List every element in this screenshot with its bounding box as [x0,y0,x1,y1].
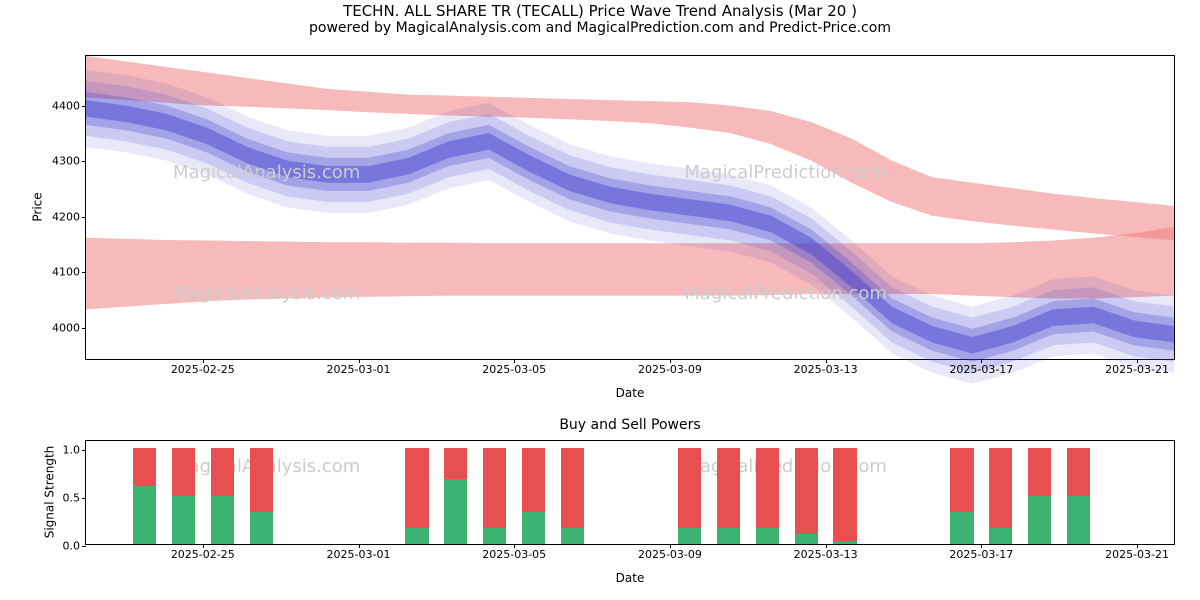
buy-bar [1067,496,1090,544]
y-axis-label: Price [31,192,45,221]
axis-tick [670,359,671,363]
buy-bar [405,528,428,544]
axis-tick [514,544,515,548]
axis-tick [82,161,86,162]
buy-bar [522,512,545,544]
axis-tick [1137,359,1138,363]
x-axis-label: Date [85,571,1175,585]
sell-bar [678,448,701,528]
axis-tick [359,359,360,363]
axis-tick [981,544,982,548]
sell-bar [1028,448,1051,496]
axis-tick [82,498,86,499]
buy-bar [250,512,273,544]
sell-bar [561,448,584,528]
axis-tick [670,544,671,548]
buy-bar [1028,496,1051,544]
sell-bar [250,448,273,513]
axis-tick: 4000 [52,321,86,334]
price-wave-plot: MagicalAnalysis.com MagicalPrediction.co… [85,55,1175,360]
sell-bar [795,448,818,535]
axis-tick: 4300 [52,155,86,168]
subplot-title: Buy and Sell Powers [86,417,1174,433]
axis-tick [1137,544,1138,548]
title-block: TECHN. ALL SHARE TR (TECALL) Price Wave … [0,2,1200,36]
buy-bar [717,528,740,544]
sell-bar [717,448,740,528]
buy-sell-powers-plot: Buy and Sell Powers MagicalAnalysis.com … [85,440,1175,545]
buy-bar [211,496,234,544]
sell-bar [483,448,506,528]
buy-bar [950,512,973,544]
buy-bar [795,534,818,544]
buy-bar [756,528,779,544]
sell-bar [133,448,156,487]
buy-bar [444,479,467,544]
y-axis-label: Signal Strength [42,445,56,538]
sell-bar [756,448,779,528]
buy-bar [561,528,584,544]
buy-bar [678,528,701,544]
chart-title: TECHN. ALL SHARE TR (TECALL) Price Wave … [0,2,1200,20]
axis-tick: 4100 [52,266,86,279]
sell-bar [989,448,1012,528]
chart-subtitle: powered by MagicalAnalysis.com and Magic… [0,20,1200,36]
axis-tick [203,544,204,548]
axis-tick [82,106,86,107]
sell-bar [833,448,856,541]
axis-tick [826,359,827,363]
axis-tick [82,217,86,218]
sell-bar [950,448,973,513]
axis-tick: 4200 [52,210,86,223]
sell-bar [522,448,545,513]
axis-tick [82,546,86,547]
sell-bar [1067,448,1090,496]
axis-tick [82,272,86,273]
axis-tick [203,359,204,363]
buy-bar [172,496,195,544]
axis-tick [514,359,515,363]
sell-bar [405,448,428,528]
buy-bar [483,528,506,544]
x-axis-label: Date [85,386,1175,400]
sell-bar [444,448,467,480]
buy-bar [989,528,1012,544]
buy-bar [133,486,156,544]
axis-tick [826,544,827,548]
sell-bar [211,448,234,496]
sell-bar [172,448,195,496]
axis-tick: 4400 [52,99,86,112]
axis-tick [359,544,360,548]
axis-tick [981,359,982,363]
axis-tick [82,450,86,451]
axis-tick [82,328,86,329]
